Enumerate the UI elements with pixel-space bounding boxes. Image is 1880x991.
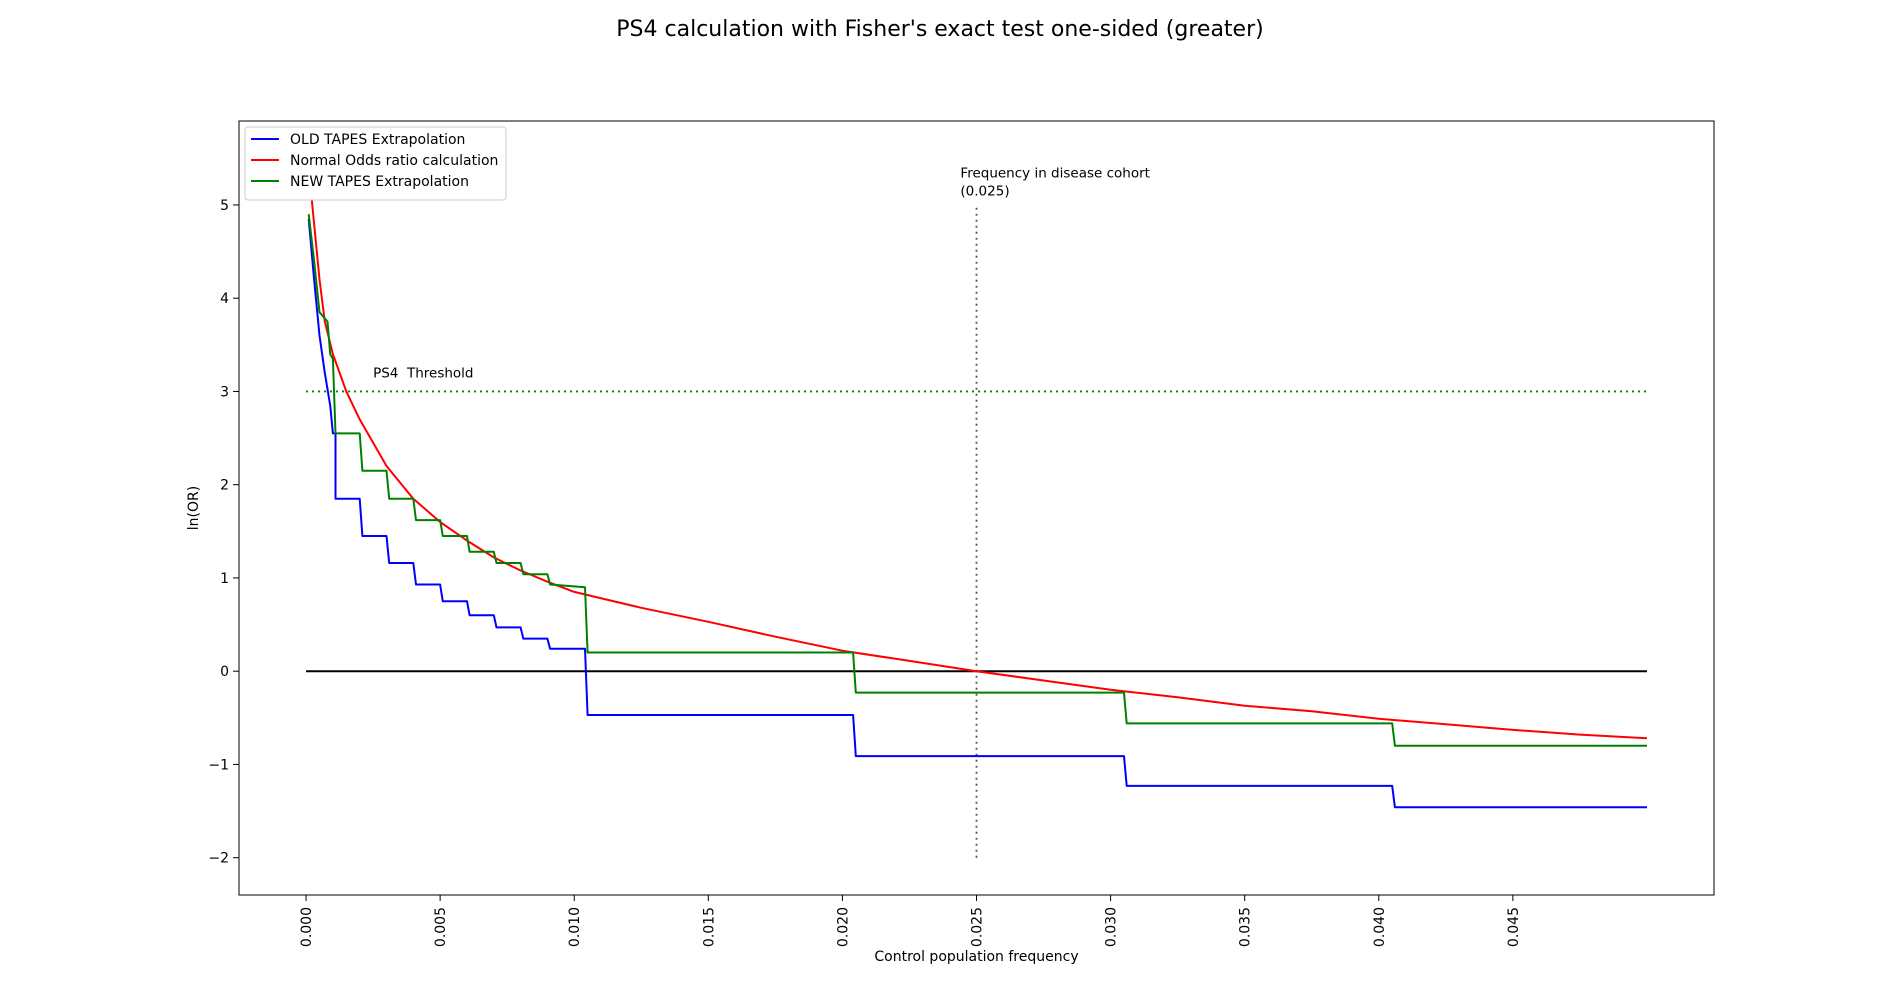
legend-entry-2: Normal Odds ratio calculation: [290, 153, 498, 169]
legend: OLD TAPES Extrapolation Normal Odds ratio…: [244, 126, 507, 201]
series-line-3: [307, 214, 1647, 747]
x-tick-label: 0.005: [433, 907, 449, 947]
x-tick-label: 0.000: [299, 907, 315, 947]
x-axis-label: Control population frequency: [874, 949, 1078, 965]
series-layer: [307, 195, 1648, 809]
series-line-1: [307, 218, 1647, 809]
annotations: PS4 Threshold Frequency in disease cohort…: [373, 166, 1150, 382]
x-tick-label: 0.015: [701, 907, 717, 947]
y-tick-label: 3: [220, 384, 229, 400]
y-tick-label: 0: [220, 664, 229, 680]
x-tick-label: 0.010: [567, 907, 583, 947]
reference-lines: [306, 204, 1647, 858]
legend-box: [244, 126, 507, 201]
x-tick-label: 0.035: [1238, 907, 1254, 947]
y-tick-label: 2: [220, 478, 229, 494]
x-tick-label: 0.020: [835, 907, 851, 947]
legend-entry-3: NEW TAPES Extrapolation: [290, 174, 469, 190]
y-tick-label: −2: [208, 851, 229, 867]
series-line-2: [310, 195, 1648, 740]
y-axis-label: ln(OR): [186, 486, 202, 530]
x-tick-label: 0.040: [1372, 907, 1388, 947]
x-tick-label: 0.025: [970, 907, 986, 947]
disease-frequency-label: Frequency in disease cohort: [960, 166, 1150, 182]
y-tick-label: 4: [220, 291, 229, 307]
chart-title: PS4 calculation with Fisher's exact test…: [616, 17, 1263, 42]
plot-area: PS4 Threshold Frequency in disease cohort…: [238, 120, 1715, 896]
x-axis: 0.000 0.005 0.010 0.015 0.020 0.025 0.030 0.035…: [299, 895, 1522, 947]
legend-entry-1: OLD TAPES Extrapolation: [290, 132, 465, 148]
y-tick-label: 5: [220, 198, 229, 214]
y-tick-label: −1: [208, 757, 229, 773]
y-axis: −2 −1 0 1 2 3 4 5: [208, 198, 239, 867]
x-tick-label: 0.045: [1506, 907, 1522, 947]
y-tick-label: 1: [220, 571, 229, 587]
ps4-threshold-label: PS4 Threshold: [373, 365, 473, 381]
x-tick-label: 0.030: [1104, 907, 1120, 947]
disease-frequency-value-label: (0.025): [960, 184, 1009, 200]
